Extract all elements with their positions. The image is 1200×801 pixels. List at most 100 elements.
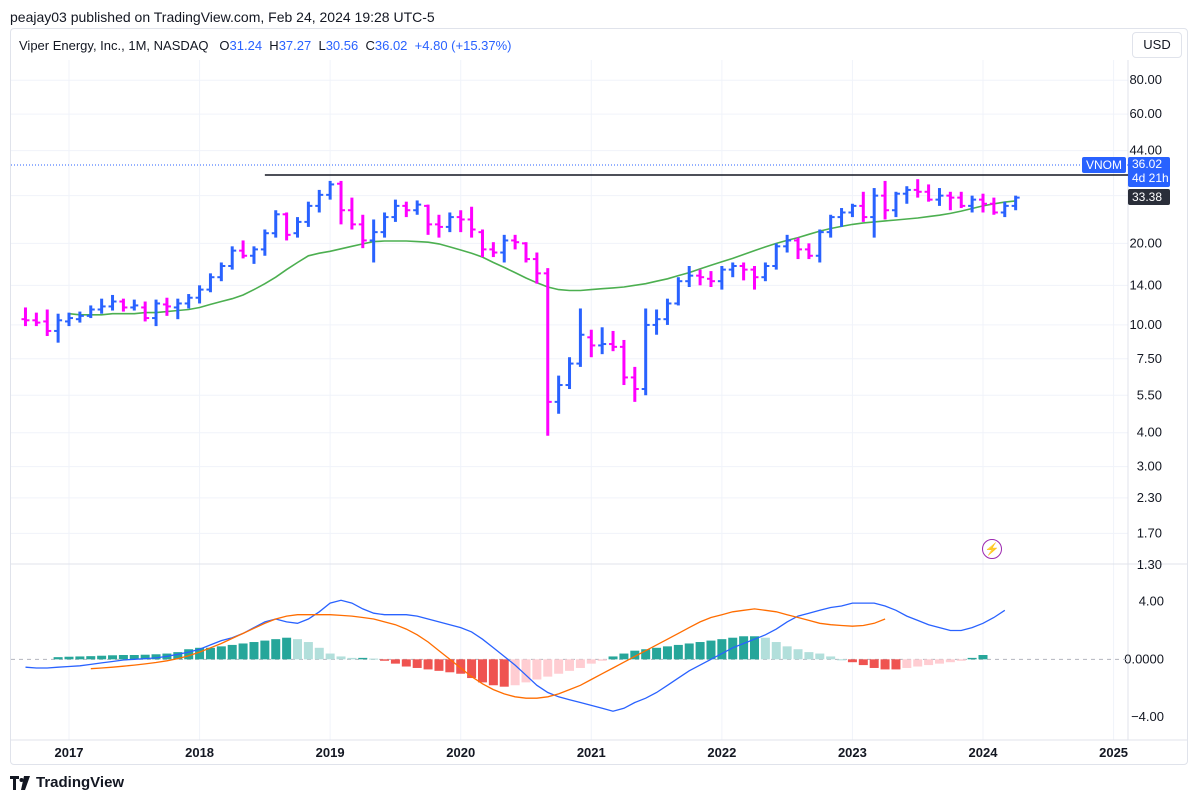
macd-histogram-bar: [684, 643, 694, 660]
macd-histogram-bar: [554, 659, 564, 674]
macd-histogram-bar: [434, 659, 444, 671]
macd-histogram-bar: [847, 659, 857, 663]
macd-histogram-bar: [924, 659, 934, 666]
publisher-header: peajay03 published on TradingView.com, F…: [10, 9, 435, 25]
price-tick-label: 2.30: [1137, 490, 1162, 505]
price-tick-label: 20.00: [1129, 235, 1162, 250]
low-label: L: [318, 38, 326, 53]
time-tick-label: 2024: [969, 745, 999, 760]
macd-histogram-bar: [282, 637, 292, 660]
macd-histogram-bar: [303, 642, 313, 660]
macd-histogram-bar: [575, 659, 585, 668]
currency-button[interactable]: USD: [1132, 32, 1182, 58]
change-value: +4.80 (+15.37%): [414, 38, 512, 53]
macd-histogram-bar: [717, 639, 727, 660]
macd-histogram-bar: [804, 652, 814, 660]
macd-histogram-bar: [445, 659, 455, 673]
macd-histogram-bar: [238, 643, 248, 660]
macd-histogram-bar: [826, 656, 836, 660]
price-tick-label: 7.50: [1137, 351, 1162, 366]
macd-histogram-bar: [630, 650, 640, 660]
macd-histogram-bar: [314, 647, 324, 660]
macd-histogram-bar: [216, 646, 226, 660]
ticker-price-tag: VNOM: [1082, 157, 1126, 173]
macd-histogram-bar: [510, 659, 520, 686]
macd-tick-label: −4.00: [1131, 709, 1164, 724]
macd-histogram-bar: [837, 659, 847, 661]
macd-histogram-bar: [173, 652, 183, 660]
macd-histogram-bar: [945, 659, 955, 663]
macd-tick-label: 4.00: [1139, 594, 1164, 609]
close-value: 36.02: [374, 38, 408, 53]
signal-line: [90, 608, 886, 699]
last-price-tag: 36.02 4d 21h: [1128, 157, 1170, 187]
price-tick-label: 60.00: [1129, 106, 1162, 121]
bar-countdown: 4d 21h: [1132, 171, 1169, 185]
macd-histogram-bar: [652, 647, 662, 660]
macd-histogram-bar: [401, 659, 411, 667]
macd-histogram-bar: [934, 659, 944, 664]
macd-histogram-bar: [456, 659, 466, 674]
price-tick-label: 5.50: [1137, 387, 1162, 402]
macd-histogram-bar: [695, 642, 705, 660]
macd-histogram-bar: [532, 659, 542, 680]
low-value: 30.56: [325, 38, 359, 53]
macd-histogram-bar: [336, 656, 346, 660]
price-tick-label: 80.00: [1129, 72, 1162, 87]
macd-histogram-bar: [902, 659, 912, 668]
macd-histogram-bar: [750, 636, 759, 660]
macd-histogram-bar: [347, 657, 357, 660]
macd-histogram-bar: [195, 647, 205, 660]
price-tick-label: 44.00: [1129, 143, 1162, 158]
macd-histogram-bar: [227, 644, 237, 660]
macd-histogram-bar: [293, 639, 302, 660]
macd-histogram-bar: [891, 659, 901, 670]
macd-histogram-bar: [249, 642, 259, 660]
price-tick-label: 4.00: [1137, 425, 1162, 440]
macd-histogram-bar: [53, 657, 63, 660]
macd-histogram-bar: [369, 658, 379, 660]
macd-histogram-bar: [521, 659, 531, 683]
symbol-legend: Viper Energy, Inc., 1M, NASDAQ O31.24 H3…: [19, 38, 512, 53]
macd-histogram-bar: [782, 646, 792, 660]
macd-histogram-bar: [477, 659, 487, 683]
macd-histogram-bar: [543, 659, 553, 677]
macd-histogram-bar: [608, 656, 618, 660]
macd-histogram-bar: [619, 653, 629, 660]
time-tick-label: 2020: [446, 745, 475, 760]
price-tick-label: 10.00: [1129, 317, 1162, 332]
macd-histogram-bar: [586, 659, 596, 664]
tradingview-footer: TradingView: [10, 774, 124, 791]
tradingview-logo-icon: [10, 775, 30, 790]
macd-histogram-bar: [358, 657, 368, 660]
symbol-name: Viper Energy, Inc., 1M, NASDAQ: [19, 38, 209, 53]
macd-histogram-bar: [129, 655, 139, 660]
time-tick-label: 2017: [55, 745, 84, 760]
macd-histogram-bar: [597, 659, 607, 661]
macd-histogram-bar: [869, 659, 879, 668]
macd-histogram-bar: [641, 649, 651, 660]
macd-histogram-bar: [151, 654, 161, 660]
macd-histogram-bar: [271, 639, 281, 660]
horizontal-level-tag: 33.38: [1128, 189, 1170, 205]
price-tick-label: 1.30: [1137, 557, 1162, 572]
high-label: H: [269, 38, 279, 53]
lightning-icon[interactable]: ⚡: [982, 539, 1002, 559]
macd-tick-label: 0.0000: [1124, 651, 1164, 666]
macd-histogram-bar: [380, 659, 390, 661]
macd-histogram-bar: [488, 659, 498, 686]
macd-histogram-bar: [913, 659, 923, 667]
macd-histogram-bar: [760, 637, 770, 660]
open-value: 31.24: [229, 38, 263, 53]
chart-frame[interactable]: [10, 28, 1188, 765]
close-label: C: [365, 38, 375, 53]
macd-histogram-bar: [118, 655, 128, 660]
macd-histogram-bar: [75, 656, 85, 660]
macd-histogram-bar: [184, 649, 194, 660]
price-tick-label: 1.70: [1137, 525, 1162, 540]
macd-histogram-bar: [325, 653, 335, 660]
brand-name: TradingView: [36, 774, 125, 791]
high-value: 37.27: [278, 38, 312, 53]
price-tick-label: 14.00: [1129, 277, 1162, 292]
